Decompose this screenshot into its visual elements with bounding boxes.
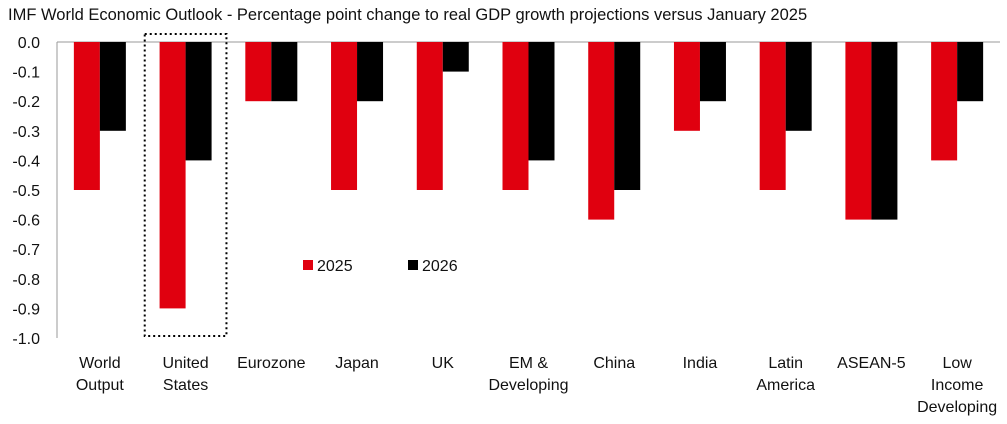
x-category-label-line: China bbox=[593, 355, 635, 372]
y-tick-label: -0.8 bbox=[12, 272, 40, 289]
x-category-label: United States bbox=[162, 355, 208, 394]
x-category-label-line: Latin bbox=[768, 355, 803, 372]
bar-2025-china bbox=[588, 42, 615, 220]
x-category-label-line: Developing bbox=[917, 399, 997, 416]
x-category-label: Eurozone bbox=[237, 355, 306, 372]
y-tick-label: -0.2 bbox=[12, 94, 40, 111]
x-category-label-line: Eurozone bbox=[237, 355, 306, 372]
x-category-label-line: Developing bbox=[488, 377, 568, 394]
x-category-label: India bbox=[683, 355, 718, 372]
bar-2026-japan bbox=[357, 42, 384, 102]
bar-2025-low-income-developing bbox=[931, 42, 958, 161]
x-category-label-line: States bbox=[163, 377, 208, 394]
bar-2026-asean-5 bbox=[871, 42, 898, 220]
bar-2025-united-states bbox=[159, 42, 186, 309]
y-tick-label: -0.5 bbox=[12, 183, 40, 200]
bar-2025-eurozone bbox=[245, 42, 272, 102]
x-category-label-line: ASEAN-5 bbox=[837, 355, 906, 372]
x-category-label-line: World bbox=[79, 355, 121, 372]
x-category-label-line: Income bbox=[931, 377, 984, 394]
x-category-label: Japan bbox=[335, 355, 379, 372]
y-tick-label: -0.7 bbox=[12, 242, 40, 259]
bar-2025-asean-5 bbox=[845, 42, 872, 220]
x-category-label: World Output bbox=[76, 355, 125, 394]
bar-2026-uk bbox=[442, 42, 469, 72]
legend-swatch-2026 bbox=[408, 260, 418, 270]
y-tick-label: -0.4 bbox=[12, 153, 40, 170]
bar-2025-uk bbox=[416, 42, 443, 190]
bar-2026-world-output bbox=[99, 42, 126, 131]
bar-2025-world-output bbox=[73, 42, 100, 190]
bar-2025-japan bbox=[331, 42, 358, 190]
x-category-label: ASEAN-5 bbox=[837, 355, 906, 372]
y-tick-label: -0.1 bbox=[12, 65, 40, 82]
x-category-label-line: Low bbox=[942, 355, 972, 372]
bar-2025-india bbox=[673, 42, 700, 131]
x-category-label-line: America bbox=[756, 377, 815, 394]
bar-2026-em-developing bbox=[528, 42, 555, 161]
legend-swatch-2025 bbox=[303, 260, 313, 270]
x-category-label: Low Income Developing bbox=[917, 355, 997, 416]
bar-2025-em-developing bbox=[502, 42, 529, 190]
x-category-label-line: EM & bbox=[509, 355, 548, 372]
x-category-label: EM & Developing bbox=[488, 355, 568, 394]
bar-2026-united-states bbox=[185, 42, 212, 161]
chart-title: IMF World Economic Outlook - Percentage … bbox=[8, 6, 808, 24]
bar-2026-low-income-developing bbox=[957, 42, 984, 102]
y-tick-label: 0.0 bbox=[18, 35, 40, 52]
bar-2026-china bbox=[614, 42, 641, 190]
x-category-label-line: Output bbox=[76, 377, 125, 394]
x-category-label-line: India bbox=[683, 355, 718, 372]
legend-label-2025: 2025 bbox=[317, 258, 353, 275]
legend-label-2026: 2026 bbox=[422, 258, 458, 275]
x-category-label: China bbox=[593, 355, 635, 372]
y-tick-label: -0.6 bbox=[12, 213, 40, 230]
x-category-label-line: Japan bbox=[335, 355, 379, 372]
y-tick-label: -0.9 bbox=[12, 301, 40, 318]
highlight-box bbox=[143, 33, 228, 337]
x-category-label-line: UK bbox=[432, 355, 455, 372]
x-category-label-line: United bbox=[162, 355, 208, 372]
y-tick-label: -0.3 bbox=[12, 124, 40, 141]
x-category-label: Latin America bbox=[756, 355, 815, 394]
bar-2025-latin-america bbox=[759, 42, 786, 190]
y-tick-label: -1.0 bbox=[12, 331, 40, 348]
bar-2026-latin-america bbox=[785, 42, 812, 131]
x-category-label: UK bbox=[432, 355, 455, 372]
bar-2026-eurozone bbox=[271, 42, 298, 102]
bar-2026-india bbox=[699, 42, 726, 102]
